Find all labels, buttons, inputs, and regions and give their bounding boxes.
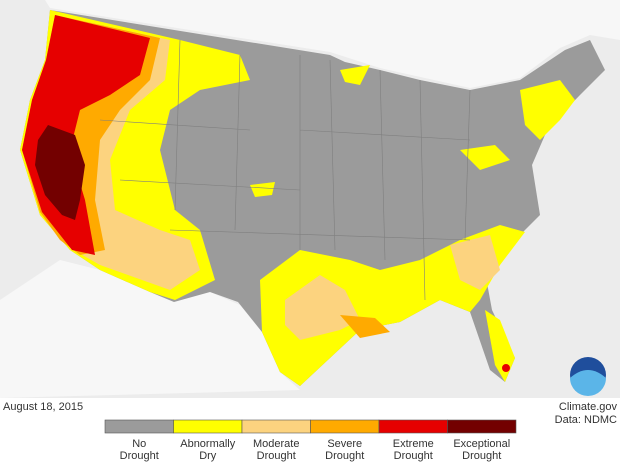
drought-area: [520, 80, 575, 140]
legend-label: No: [132, 438, 146, 450]
legend-swatch: [310, 419, 380, 434]
drought-area: [450, 235, 500, 290]
legend-label: Dry: [199, 450, 217, 462]
legend-label: Severe: [327, 438, 362, 450]
drought-area: [35, 125, 85, 220]
legend-swatch: [104, 419, 174, 434]
source: Data: NDMC: [555, 414, 617, 426]
legend-label: Drought: [462, 450, 501, 462]
united-states: [20, 10, 605, 386]
legend-swatch: [173, 419, 243, 434]
drought-area: [340, 65, 370, 85]
legend-label: Moderate: [253, 438, 299, 450]
state-borders: [99, 39, 471, 301]
legend-label: Abnormally: [180, 438, 236, 450]
legend-label: Drought: [120, 450, 159, 462]
legend-label: Drought: [325, 450, 364, 462]
credit: Climate.gov: [559, 401, 618, 413]
drought-area: [485, 310, 515, 382]
drought-area: [502, 364, 510, 372]
legend-label: Extreme: [393, 438, 434, 450]
canada: [0, 0, 620, 88]
drought-area: [460, 145, 510, 170]
legend-swatch: [241, 419, 311, 434]
noaa-logo: [570, 357, 606, 396]
mexico: [0, 260, 300, 398]
legend-label: Drought: [257, 450, 296, 462]
date: August 18, 2015: [3, 401, 83, 413]
drought-area: [285, 275, 360, 340]
legend-swatch: [447, 419, 517, 434]
drought-area: [340, 315, 390, 338]
legend: NoDroughtAbnormallyDryModerateDroughtSev…: [104, 419, 517, 462]
legend-label: Exceptional: [453, 438, 510, 450]
legend-label: Drought: [394, 450, 433, 462]
legend-swatch: [378, 419, 448, 434]
drought-area: [250, 182, 275, 197]
